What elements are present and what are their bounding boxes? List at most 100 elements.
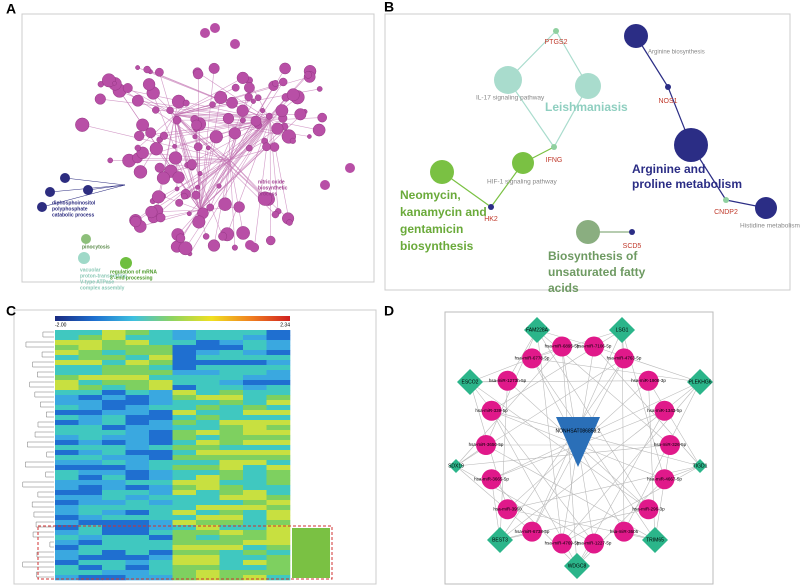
node [180, 192, 188, 200]
heatmap-cell [196, 530, 220, 536]
heatmap-cell [149, 545, 173, 551]
heatmap-cell [102, 465, 126, 471]
mirna-node [481, 469, 502, 490]
heatmap-cell [125, 370, 150, 376]
heatmap-cell [149, 465, 173, 471]
heatmap-cell [55, 450, 79, 456]
heatmap-cell [149, 500, 173, 506]
node [168, 151, 183, 165]
node-label: polyphosphate [52, 206, 88, 212]
heatmap-cell [219, 370, 244, 376]
heatmap-cell [149, 340, 173, 346]
heatmap-cell [243, 540, 267, 546]
mirna-label: hsa-miR-1273h-5p [489, 378, 527, 383]
node [182, 99, 190, 107]
heatmap-cell [55, 410, 79, 416]
heatmap-cell [125, 460, 150, 466]
node [209, 130, 223, 144]
node [45, 187, 55, 197]
heatmap-cell [266, 350, 291, 356]
dendrogram [37, 371, 54, 378]
heatmap-cell [219, 535, 244, 541]
heatmap-cell [172, 335, 197, 341]
heatmap-cell [172, 460, 197, 466]
heatmap-cell [172, 450, 197, 456]
heatmap-cell [78, 335, 103, 341]
mirna-label: hsa-miR-4763-5p [607, 356, 642, 361]
heatmap-cell [78, 330, 103, 336]
node [244, 82, 255, 94]
heatmap-cell [102, 430, 126, 436]
heatmap-cell [125, 435, 150, 441]
heatmap-cell [55, 445, 79, 451]
pathway-label: Histidine metabolism [740, 223, 800, 230]
heatmap-cell [149, 415, 173, 421]
heatmap-cell [243, 505, 267, 511]
heatmap-cell [78, 370, 103, 376]
heatmap-cell [125, 575, 150, 581]
edge [536, 329, 563, 544]
edge [178, 119, 271, 204]
heatmap-cell [172, 350, 197, 356]
heatmap-cell [266, 445, 291, 451]
panel-label: D [384, 303, 394, 319]
dendrogram [37, 421, 54, 428]
pathway-label: Arginine and [632, 162, 705, 176]
edge [174, 87, 236, 116]
heatmap-cell [172, 570, 197, 576]
heatmap-cell [78, 525, 103, 531]
heatmap-cell [125, 570, 150, 576]
heatmap-cell [219, 445, 244, 451]
heatmap-cell [196, 360, 220, 366]
heatmap-cell [266, 475, 291, 481]
mirna-label: hsa-miR-1343-5p [647, 408, 682, 413]
node [275, 104, 289, 118]
node [172, 115, 182, 125]
heatmap-cell [125, 415, 150, 421]
heatmap-cell [55, 405, 79, 411]
heatmap-cell [149, 480, 173, 486]
heatmap-cell [172, 520, 197, 526]
node [154, 162, 165, 173]
heatmap-cell [196, 445, 220, 451]
heatmap-cell [196, 415, 220, 421]
heatmap-cell [125, 425, 150, 431]
heatmap-cell [78, 360, 103, 366]
dendrogram [40, 401, 54, 408]
mirna-node [638, 370, 659, 391]
heatmap-cell [78, 385, 103, 391]
heatmap-cell [78, 405, 103, 411]
heatmap-cell [243, 475, 267, 481]
heatmap-cell [78, 410, 103, 416]
heatmap-cell [243, 465, 267, 471]
dendrogram [32, 361, 54, 368]
heatmap-cell [243, 360, 267, 366]
heatmap-cell [78, 495, 103, 501]
heatmap-cell [102, 380, 126, 386]
node [279, 62, 291, 75]
heatmap-cell [266, 455, 291, 461]
node-label: biosynthetic [258, 185, 288, 191]
heatmap-cell [243, 455, 267, 461]
heatmap-cell [149, 360, 173, 366]
heatmap-cell [266, 550, 291, 556]
gene-node [629, 229, 635, 235]
mirna-node [614, 521, 634, 542]
panel-b-frame [384, 13, 791, 291]
heatmap-cell [219, 430, 244, 436]
mirna-label: hsa-miR-339-5p [475, 408, 508, 413]
dendrogram [41, 351, 54, 358]
heatmap-cell [125, 555, 150, 561]
edge [269, 119, 279, 212]
heatmap-cell [243, 510, 267, 516]
heatmap-cell [243, 340, 267, 346]
heatmap-cell [196, 465, 220, 471]
edge [577, 410, 665, 446]
node [94, 93, 106, 105]
mirna-node [481, 400, 502, 421]
heatmap-cell [125, 340, 150, 346]
node [266, 235, 276, 246]
heatmap-cell [149, 450, 173, 456]
heatmap-cell [219, 555, 244, 561]
node [60, 173, 70, 183]
